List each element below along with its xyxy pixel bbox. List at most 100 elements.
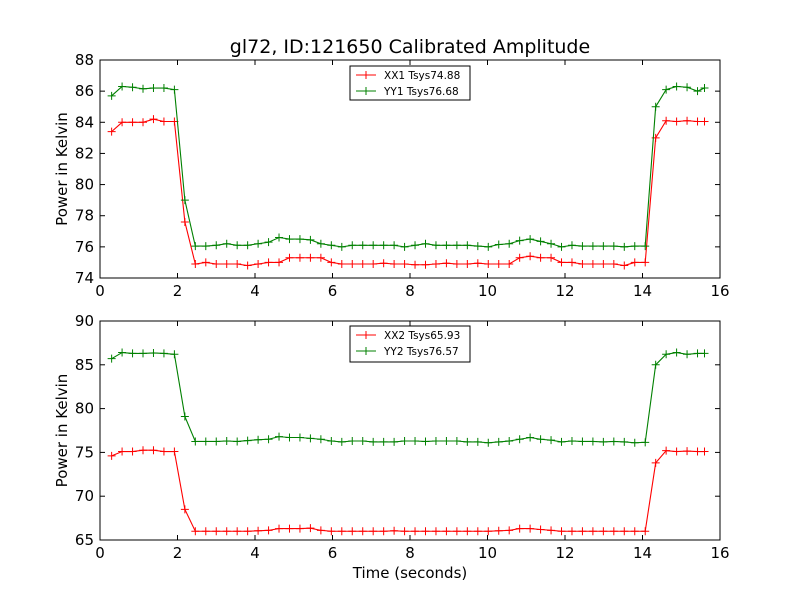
x-tick-label: 14 — [633, 282, 652, 300]
data-point — [700, 84, 709, 93]
data-point — [421, 260, 430, 269]
data-point — [180, 196, 189, 205]
data-point — [588, 437, 597, 446]
series-1 — [107, 115, 709, 270]
data-point — [526, 433, 535, 442]
data-point — [149, 84, 158, 93]
data-point — [285, 253, 294, 262]
data-point — [672, 82, 681, 91]
data-point — [243, 261, 252, 270]
data-point — [327, 258, 336, 267]
data-point — [159, 447, 168, 456]
data-point — [662, 85, 671, 94]
y-axis-label: Power in Kelvin — [53, 374, 71, 488]
legend-label: YY2 Tsys76.57 — [383, 346, 459, 358]
data-point — [212, 527, 221, 536]
data-point — [567, 258, 576, 267]
data-point — [700, 117, 709, 126]
data-point — [390, 526, 399, 535]
data-point — [599, 259, 608, 268]
data-point — [411, 260, 420, 269]
data-point — [641, 438, 650, 447]
data-point — [306, 235, 315, 244]
data-point — [599, 437, 608, 446]
data-point — [337, 242, 346, 251]
data-point — [505, 437, 514, 446]
data-point — [693, 87, 702, 96]
x-tick-label: 6 — [328, 544, 338, 562]
y-tick-label: 90 — [75, 312, 94, 330]
data-point — [442, 259, 451, 268]
data-point — [473, 437, 482, 446]
series-2 — [107, 348, 709, 447]
data-point — [201, 437, 210, 446]
x-tick-label: 12 — [555, 282, 574, 300]
data-point — [316, 239, 325, 248]
data-point — [599, 527, 608, 536]
data-point — [358, 527, 367, 536]
data-point — [191, 437, 200, 446]
chart-title: gl72, ID:121650 Calibrated Amplitude — [230, 36, 590, 58]
data-point — [494, 526, 503, 535]
data-point — [264, 258, 273, 267]
y-tick-label: 82 — [75, 144, 94, 162]
data-point — [118, 82, 127, 91]
data-point — [233, 259, 242, 268]
data-point — [599, 242, 608, 251]
data-point — [484, 242, 493, 251]
data-point — [431, 437, 440, 446]
data-point — [139, 84, 148, 93]
data-point — [400, 527, 409, 536]
data-point — [327, 241, 336, 250]
data-point — [578, 242, 587, 251]
data-point — [358, 437, 367, 446]
data-point — [547, 436, 556, 445]
data-point — [275, 432, 284, 441]
data-point — [683, 83, 692, 92]
data-point — [369, 241, 378, 250]
data-point — [672, 447, 681, 456]
data-point — [139, 118, 148, 127]
data-point — [567, 241, 576, 250]
data-point — [107, 127, 116, 136]
data-point — [578, 437, 587, 446]
data-point — [222, 259, 231, 268]
data-point — [494, 437, 503, 446]
data-point — [442, 437, 451, 446]
data-point — [620, 527, 629, 536]
data-point — [275, 524, 284, 533]
data-point — [651, 458, 660, 467]
y-tick-label: 85 — [75, 356, 94, 374]
x-tick-label: 8 — [405, 282, 415, 300]
x-tick-label: 14 — [633, 544, 652, 562]
legend-label: YY1 Tsys76.68 — [383, 86, 459, 98]
x-tick-label: 12 — [555, 544, 574, 562]
data-point — [243, 527, 252, 536]
data-point — [285, 235, 294, 244]
data-point — [358, 259, 367, 268]
data-point — [672, 117, 681, 126]
data-point — [536, 435, 545, 444]
x-axis-label: Time (seconds) — [352, 564, 468, 582]
data-point — [107, 451, 116, 460]
data-point — [170, 447, 179, 456]
data-point — [620, 242, 629, 251]
data-point — [118, 348, 127, 357]
legend-box — [349, 65, 471, 101]
y-tick-label: 76 — [75, 238, 94, 256]
data-point — [452, 527, 461, 536]
data-point — [662, 350, 671, 359]
x-tick-label: 8 — [405, 544, 415, 562]
y-tick-label: 74 — [75, 269, 94, 287]
data-point — [295, 433, 304, 442]
data-point — [191, 527, 200, 536]
data-point — [400, 437, 409, 446]
legend-marker — [362, 347, 370, 355]
series-1 — [107, 446, 709, 536]
data-point — [557, 437, 566, 446]
data-point — [578, 527, 587, 536]
data-point — [159, 117, 168, 126]
data-point — [295, 235, 304, 244]
y-tick-label: 75 — [75, 443, 94, 461]
data-point — [411, 527, 420, 536]
